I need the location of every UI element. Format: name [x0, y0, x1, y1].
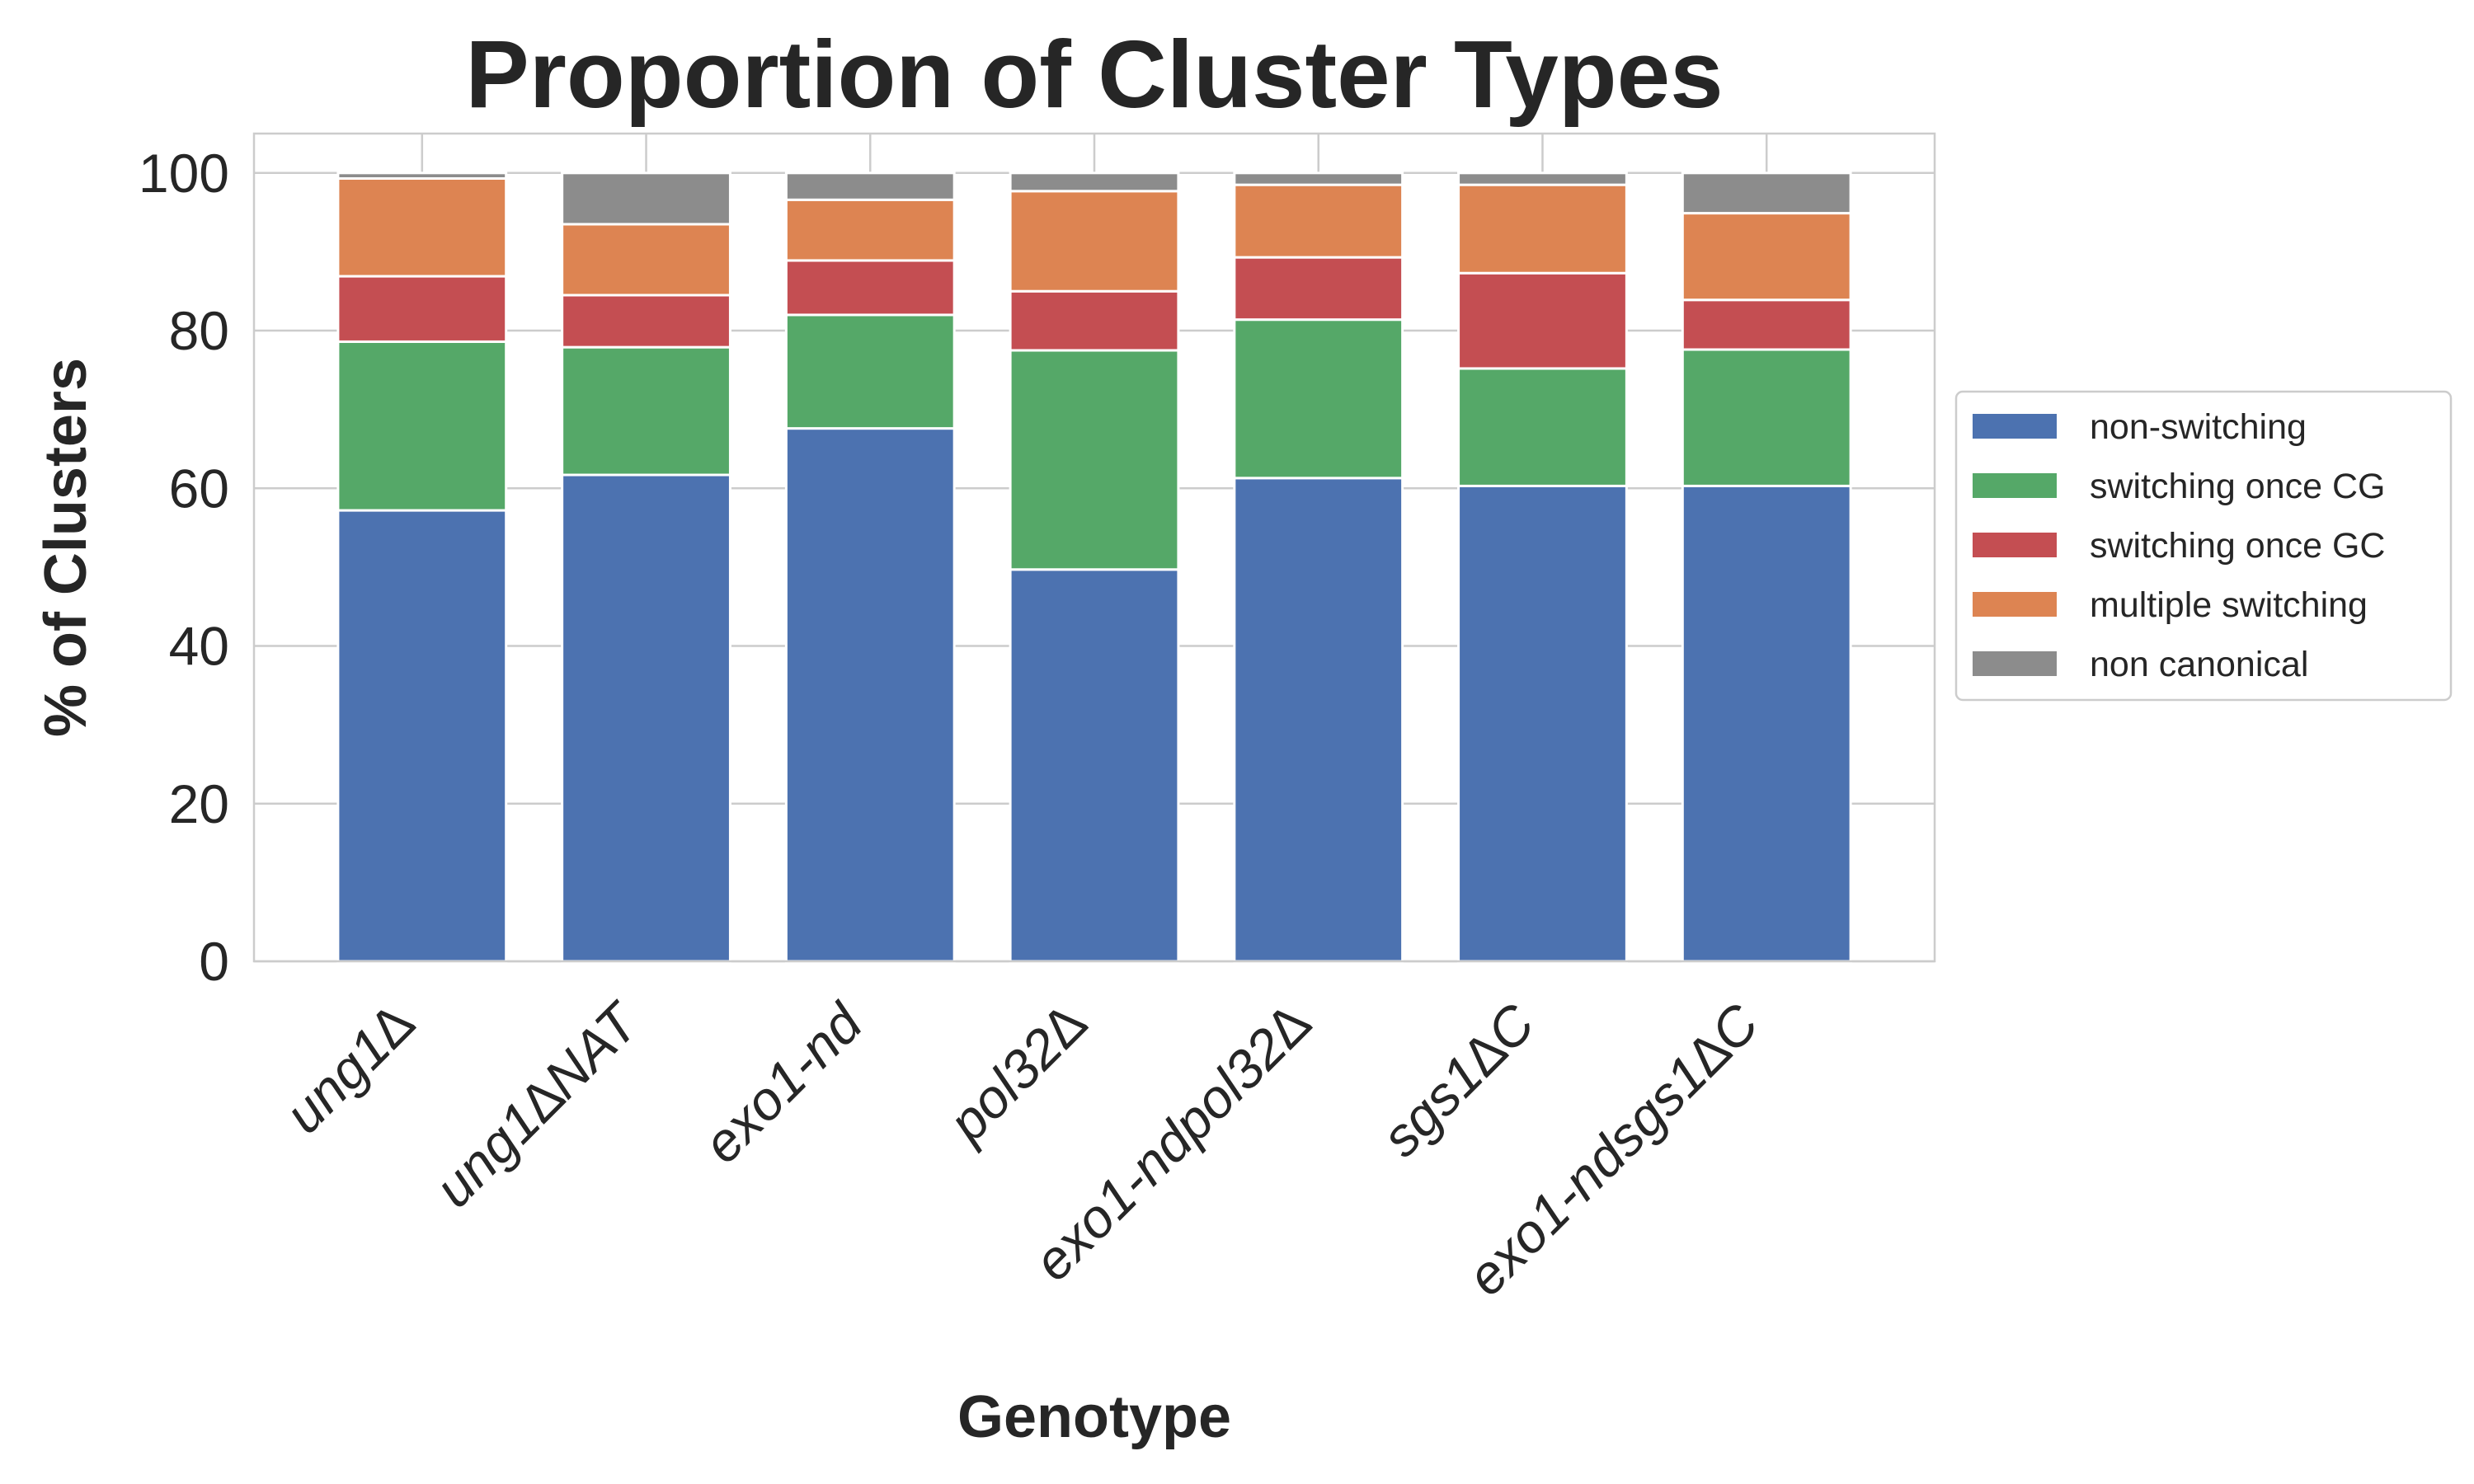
legend-label: non canonical — [2090, 645, 2308, 684]
y-tick-label: 60 — [169, 458, 229, 519]
legend-item: switching once CG — [1973, 467, 2386, 506]
x-tick-label: ung1∆NAT — [423, 989, 652, 1219]
bar-segment — [784, 198, 956, 262]
legend-swatch — [1973, 592, 2057, 617]
x-tick-label: sgs1∆C — [1370, 992, 1546, 1168]
legend-label: multiple switching — [2090, 585, 2368, 625]
x-ticks: ung1∆ung1∆NAT exo1-nd pol32∆exo1-ndpol32∆ s… — [273, 989, 1771, 1307]
bar-segment — [336, 340, 508, 512]
bar-segment — [1457, 367, 1628, 487]
bar-segment — [336, 275, 508, 343]
legend-item: multiple switching — [1973, 585, 2368, 625]
chart-title: Proportion of Cluster Types — [465, 21, 1723, 128]
legend-label: switching once CG — [2090, 467, 2386, 506]
bar-segment — [1681, 484, 1852, 963]
bar-segment — [336, 177, 508, 278]
x-tick-label: exo1-nd — [691, 991, 875, 1175]
y-axis-label: % of Clusters — [33, 358, 99, 737]
bar-segment — [1681, 171, 1852, 215]
bar-segment — [561, 171, 731, 226]
bar-segment — [1457, 183, 1628, 275]
bar-segment — [1009, 349, 1180, 571]
bar-segment — [1457, 171, 1628, 186]
bar-segment — [1009, 568, 1180, 963]
bar-segment — [561, 294, 731, 349]
y-tick-label: 20 — [169, 773, 229, 834]
bars — [336, 171, 1852, 963]
bar-segment — [1457, 271, 1628, 370]
x-axis-label: Genotype — [957, 1384, 1231, 1450]
legend-item: switching once GC — [1973, 526, 2386, 566]
y-tick-label: 100 — [139, 143, 229, 204]
bar-segment — [784, 259, 956, 317]
bar-segment — [1681, 348, 1852, 487]
bar-segment — [1009, 171, 1180, 193]
y-tick-label: 40 — [169, 616, 229, 677]
bar-segment — [784, 427, 956, 963]
bar-segment — [336, 171, 508, 181]
bar-segment — [784, 171, 956, 201]
x-tick-label: ung1∆ — [273, 993, 426, 1145]
legend-swatch — [1973, 414, 2057, 439]
bar-segment — [1009, 190, 1180, 293]
bar-segment — [1681, 298, 1852, 351]
bar-segment — [1233, 183, 1404, 259]
legend-item: non-switching — [1973, 407, 2307, 447]
legend: non-switching switching once CG switching … — [1954, 390, 2453, 702]
y-ticks: 0 20 40 60 80 100 — [139, 143, 229, 992]
bar-segment — [561, 345, 731, 477]
bar-segment — [1233, 256, 1404, 322]
y-tick-label: 0 — [199, 931, 229, 992]
legend-swatch — [1973, 533, 2057, 557]
legend-box — [1954, 390, 2453, 702]
legend-label: non-switching — [2090, 407, 2307, 447]
bar-segment — [1681, 212, 1852, 302]
plot-frame — [252, 132, 1936, 963]
legend-item: non canonical — [1973, 645, 2308, 684]
bar-segment — [1009, 289, 1180, 352]
y-tick-label: 80 — [169, 300, 229, 361]
legend-label: switching once GC — [2090, 526, 2386, 566]
legend-swatch — [1973, 473, 2057, 498]
legend-swatch — [1973, 651, 2057, 676]
x-tick-label: pol32∆ — [935, 993, 1097, 1154]
bar-segment — [336, 509, 508, 963]
bar-segment — [1233, 318, 1404, 480]
bar-segment — [784, 313, 956, 430]
bar-segment — [561, 473, 731, 963]
bar-segment — [1457, 484, 1628, 963]
bar-segment — [1233, 171, 1404, 186]
bar-segment — [561, 223, 731, 297]
bar-segment — [1233, 477, 1404, 963]
